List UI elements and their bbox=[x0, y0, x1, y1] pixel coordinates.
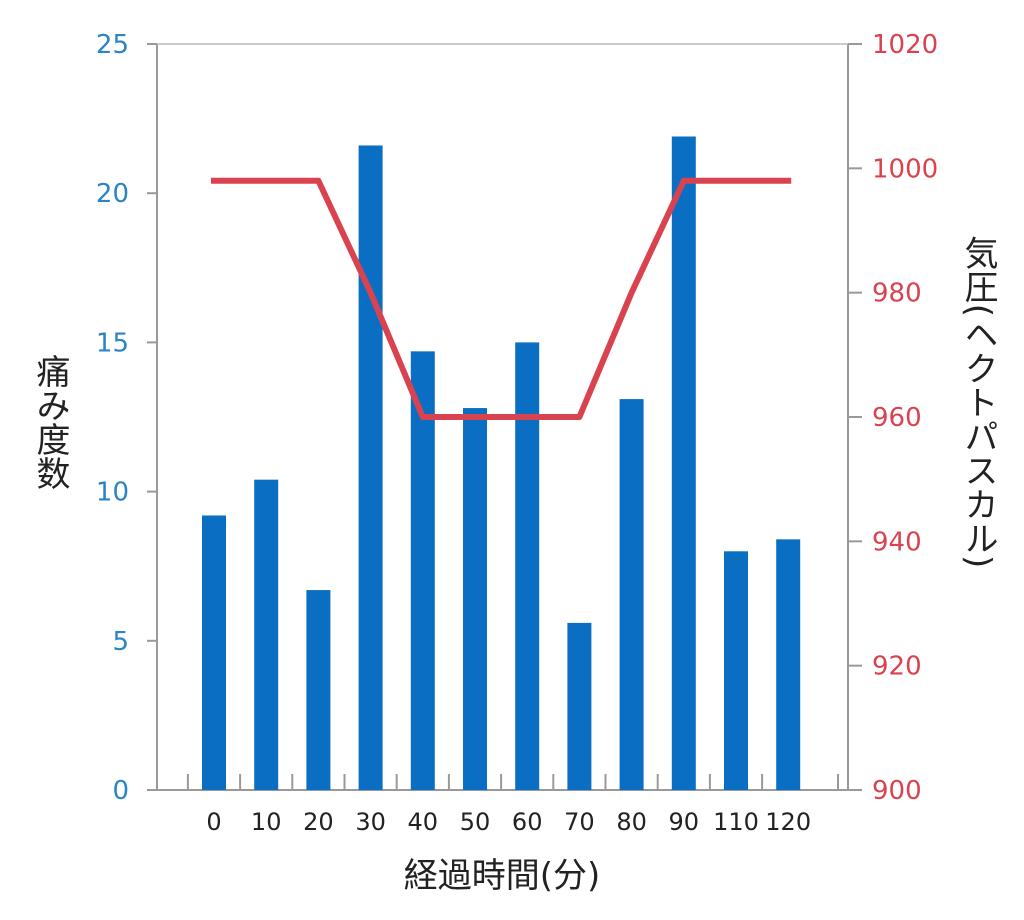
bar-mark bbox=[776, 539, 801, 790]
x-tick-label: 20 bbox=[303, 808, 334, 836]
x-axis-ticks: 0 10 20 30 40 50 60 70 80 90 110 120 bbox=[186, 774, 839, 836]
bar-mark bbox=[463, 408, 487, 790]
left-y-tick-label: 15 bbox=[96, 328, 129, 358]
x-tick-label: 70 bbox=[564, 808, 595, 836]
x-tick-label: 30 bbox=[355, 808, 386, 836]
bar-mark bbox=[202, 515, 226, 790]
x-tick-label: 90 bbox=[669, 808, 700, 836]
left-y-tick-label: 0 bbox=[112, 776, 129, 806]
x-tick-label: 80 bbox=[616, 808, 647, 836]
right-y-tick-label: 980 bbox=[872, 279, 922, 309]
right-y-tick-label: 1020 bbox=[872, 30, 938, 60]
x-axis-title: 経過時間(分) bbox=[404, 856, 601, 896]
left-y-tick-label: 25 bbox=[96, 30, 129, 60]
bar-mark bbox=[671, 136, 696, 790]
bar-mark bbox=[515, 342, 540, 790]
x-tick-label: 50 bbox=[460, 808, 491, 836]
left-axis-title: 痛み度数 bbox=[30, 354, 70, 490]
bar-mark bbox=[306, 590, 331, 790]
right-y-tick-label: 940 bbox=[872, 527, 922, 557]
bar-mark bbox=[619, 399, 644, 790]
bar-mark bbox=[567, 622, 592, 790]
bar-mark bbox=[410, 351, 435, 790]
left-y-ticks: 0 5 10 15 20 25 bbox=[96, 30, 157, 806]
right-axis-title: 気圧(ヘクトパスカル) bbox=[958, 236, 998, 569]
x-tick-label: 10 bbox=[251, 808, 282, 836]
right-y-tick-label: 1000 bbox=[872, 154, 938, 184]
x-tick-label: 40 bbox=[408, 808, 439, 836]
bar-series bbox=[202, 136, 801, 790]
bar-mark bbox=[254, 479, 279, 790]
left-y-tick-label: 20 bbox=[96, 179, 129, 209]
x-tick-label: 0 bbox=[206, 808, 221, 836]
line-series bbox=[211, 177, 792, 420]
left-y-tick-label: 5 bbox=[112, 627, 129, 657]
pressure-line bbox=[211, 177, 792, 420]
x-tick-label: 120 bbox=[765, 808, 811, 836]
x-tick-label: 110 bbox=[713, 808, 759, 836]
bar-mark bbox=[358, 145, 383, 790]
x-tick-label: 60 bbox=[512, 808, 543, 836]
bar-mark bbox=[724, 551, 748, 790]
left-y-tick-label: 10 bbox=[96, 478, 129, 508]
right-y-tick-label: 920 bbox=[872, 652, 922, 682]
right-y-ticks: 900 920 940 960 980 1000 1020 bbox=[848, 30, 938, 806]
right-y-tick-label: 960 bbox=[872, 403, 922, 433]
right-y-tick-label: 900 bbox=[872, 776, 922, 806]
